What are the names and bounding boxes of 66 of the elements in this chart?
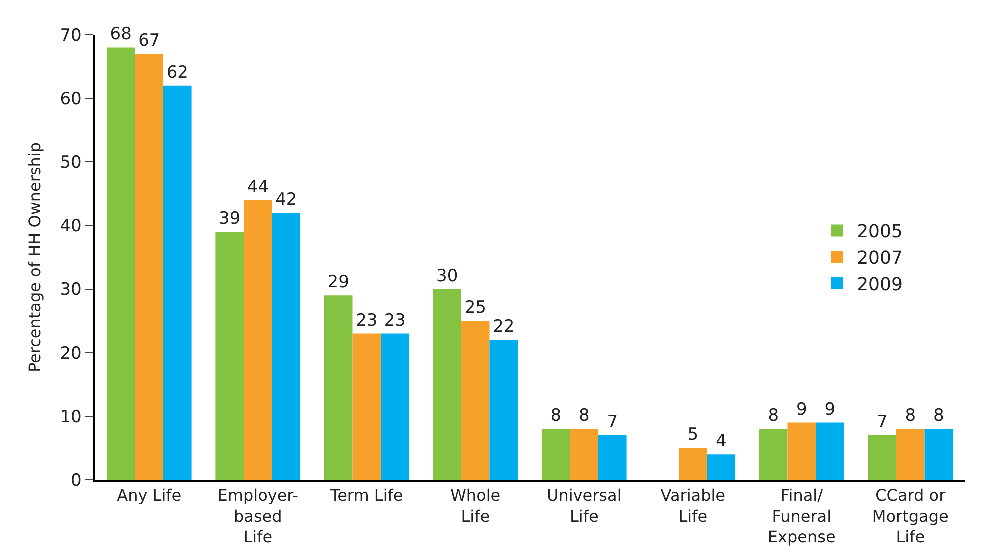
bar xyxy=(106,48,136,480)
y-tick-label: 70 xyxy=(60,26,82,46)
data-label: 8 xyxy=(905,406,916,426)
bar xyxy=(216,232,244,480)
data-label: 8 xyxy=(578,406,590,426)
bar xyxy=(924,429,954,480)
bar xyxy=(381,334,410,480)
bar xyxy=(244,200,272,480)
y-tick-label: 60 xyxy=(60,90,82,110)
data-label: 9 xyxy=(824,400,836,420)
bar xyxy=(164,86,192,480)
bar xyxy=(816,422,844,480)
bar xyxy=(759,429,788,480)
data-label: 5 xyxy=(688,425,699,446)
bar xyxy=(868,436,896,480)
data-label: 9 xyxy=(796,400,808,420)
bar xyxy=(324,296,353,480)
x-tick-label: Employer- based Life xyxy=(218,486,298,547)
y-tick-label: 40 xyxy=(60,216,82,237)
legend-label: 2007 xyxy=(857,248,903,270)
bar xyxy=(272,213,301,480)
data-label: 4 xyxy=(716,432,727,452)
data-label: 67 xyxy=(138,31,160,52)
bar xyxy=(490,340,518,480)
x-tick-label: Universal Life xyxy=(546,486,622,526)
data-label: 42 xyxy=(276,190,298,210)
bar xyxy=(570,429,599,480)
data-label: 23 xyxy=(384,310,406,331)
data-label: 62 xyxy=(166,62,188,83)
x-tick-label: Whole Life xyxy=(450,486,501,526)
data-label: 8 xyxy=(768,406,780,426)
y-tick-label: 10 xyxy=(60,407,82,428)
legend-label: 2009 xyxy=(857,274,903,296)
data-label: 39 xyxy=(219,209,241,230)
bar xyxy=(678,448,708,480)
data-label: 68 xyxy=(110,24,132,45)
x-tick-label: Final/ Funeral Expense xyxy=(768,486,836,547)
bar xyxy=(707,454,736,480)
data-label: 30 xyxy=(436,266,458,286)
data-label: 25 xyxy=(464,298,486,318)
data-label: 44 xyxy=(247,177,269,198)
data-label: 23 xyxy=(356,310,378,331)
y-tick-label: 50 xyxy=(60,153,82,174)
x-tick-label: Variable Life xyxy=(660,486,726,526)
x-tick-label: Any Life xyxy=(117,486,182,505)
data-label: 8 xyxy=(933,406,944,426)
data-label: 22 xyxy=(493,317,515,338)
y-tick-label: 0 xyxy=(71,470,82,491)
y-tick-label: 20 xyxy=(60,344,82,364)
bar xyxy=(896,429,925,480)
x-tick-label: CCard or Mortgage Life xyxy=(872,486,949,547)
legend-label: 2005 xyxy=(857,222,903,243)
data-label: 8 xyxy=(550,406,562,426)
data-label: 7 xyxy=(876,412,888,432)
bar xyxy=(135,54,164,480)
data-label: 7 xyxy=(607,412,618,432)
bar xyxy=(461,321,490,480)
bar xyxy=(433,289,462,480)
bar xyxy=(788,422,816,480)
y-axis-title: Percentage of HH Ownership xyxy=(26,142,45,373)
y-tick-label: 30 xyxy=(60,280,82,300)
bar xyxy=(352,334,382,480)
bar xyxy=(598,436,627,480)
data-label: 29 xyxy=(328,272,350,293)
bar xyxy=(542,429,570,480)
x-tick-label: Term Life xyxy=(330,486,404,505)
